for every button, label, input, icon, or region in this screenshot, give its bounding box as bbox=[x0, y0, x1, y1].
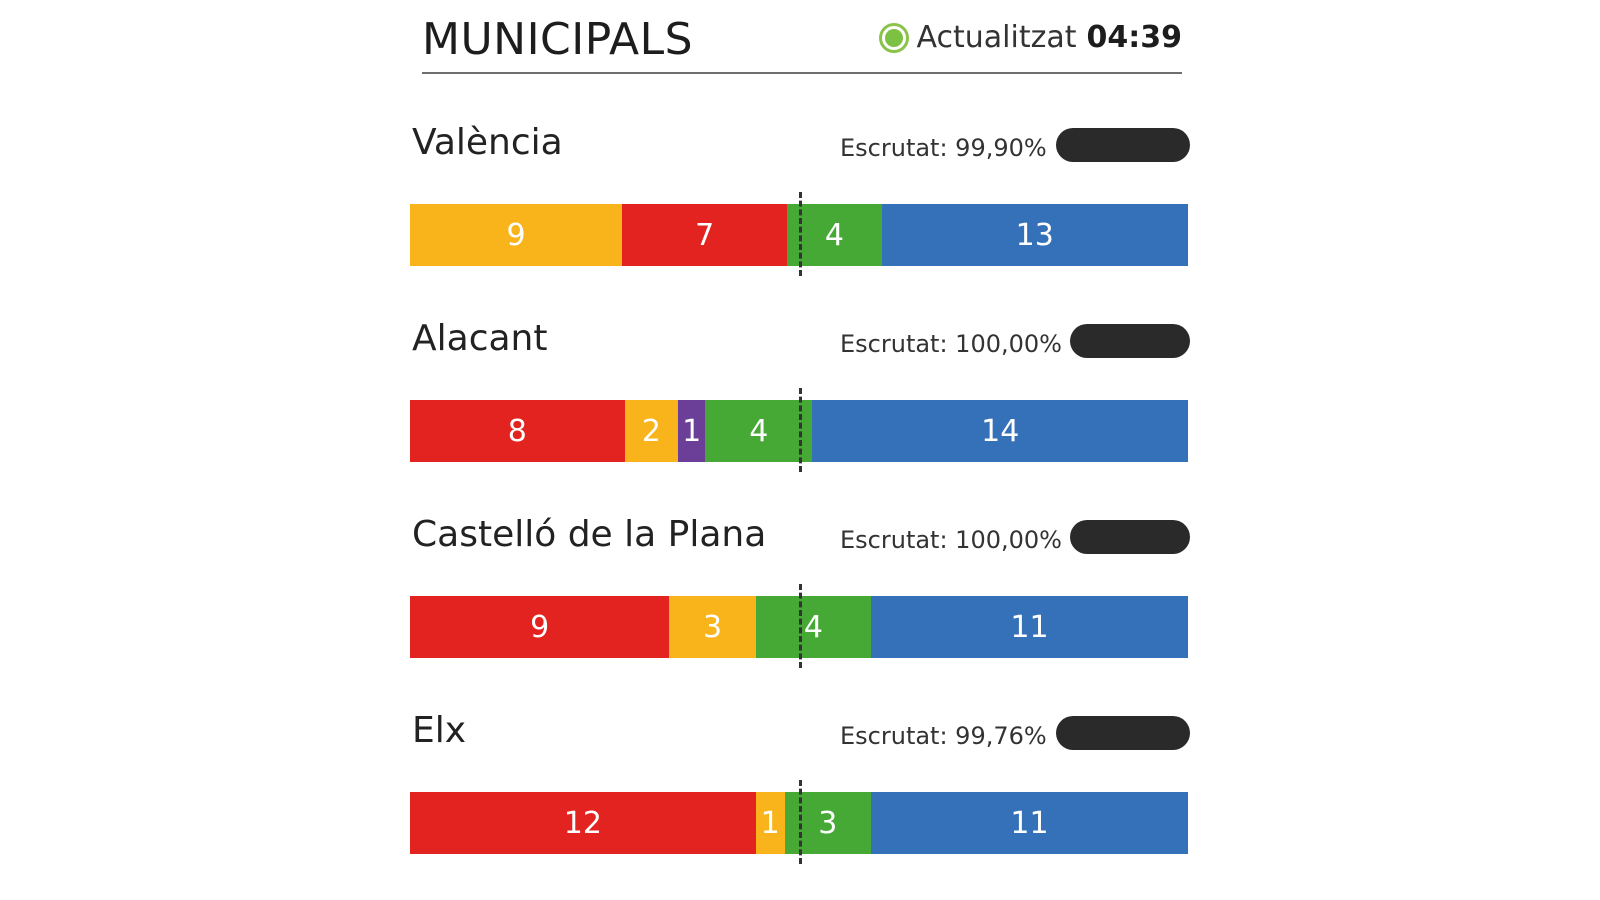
seat-segment: 1 bbox=[678, 400, 706, 462]
majority-line bbox=[799, 388, 802, 472]
header: MUNICIPALS Actualitzat 04:39 bbox=[422, 8, 1182, 74]
update-status: Actualitzat 04:39 bbox=[878, 20, 1183, 55]
live-status-icon bbox=[878, 22, 909, 53]
redacted-pill bbox=[1056, 128, 1190, 162]
majority-line bbox=[799, 584, 802, 668]
seat-segment: 4 bbox=[755, 596, 872, 658]
seat-segment: 13 bbox=[881, 204, 1188, 266]
majority-line bbox=[799, 780, 802, 864]
seat-bar: 8 2 1 4 14 bbox=[410, 400, 1189, 462]
seat-segment: 4 bbox=[705, 400, 813, 462]
scrutiny-percentage: Escrutat: 100,00% bbox=[840, 330, 1062, 358]
city-name: Elx bbox=[412, 710, 467, 751]
city-result-castello: Castelló de la Plana Escrutat: 100,00% 9… bbox=[410, 514, 1190, 684]
seat-segment: 9 bbox=[410, 596, 670, 658]
seat-segment: 14 bbox=[812, 400, 1189, 462]
updated-time: 04:39 bbox=[1086, 20, 1183, 55]
scrutiny-percentage: Escrutat: 100,00% bbox=[840, 526, 1062, 554]
seat-segment: 1 bbox=[755, 792, 785, 854]
scrutiny-percentage: Escrutat: 99,90% bbox=[840, 134, 1047, 162]
seat-bar: 9 7 4 13 bbox=[410, 204, 1188, 266]
city-name: Castelló de la Plana bbox=[412, 514, 767, 555]
seat-segment: 7 bbox=[622, 204, 788, 266]
page-title: MUNICIPALS bbox=[422, 14, 694, 65]
scrutiny-percentage: Escrutat: 99,76% bbox=[840, 722, 1047, 750]
seat-segment: 4 bbox=[787, 204, 882, 266]
seat-bar: 9 3 4 11 bbox=[410, 596, 1188, 658]
seat-segment: 8 bbox=[410, 400, 625, 462]
seat-segment: 3 bbox=[669, 596, 756, 658]
seat-segment: 11 bbox=[871, 596, 1188, 658]
city-name: València bbox=[412, 122, 563, 163]
seat-segment: 2 bbox=[624, 400, 679, 462]
majority-line bbox=[799, 192, 802, 276]
redacted-pill bbox=[1056, 716, 1190, 750]
seat-segment: 11 bbox=[871, 792, 1188, 854]
city-result-valencia: València Escrutat: 99,90% 9 7 4 13 bbox=[410, 122, 1190, 292]
updated-label: Actualitzat bbox=[916, 20, 1077, 55]
redacted-pill bbox=[1070, 324, 1190, 358]
city-name: Alacant bbox=[412, 318, 548, 359]
seat-segment: 9 bbox=[410, 204, 623, 266]
city-result-elx: Elx Escrutat: 99,76% 12 1 3 11 bbox=[410, 710, 1190, 880]
redacted-pill bbox=[1070, 520, 1190, 554]
seat-segment: 3 bbox=[784, 792, 872, 854]
seat-bar: 12 1 3 11 bbox=[410, 792, 1188, 854]
seat-segment: 12 bbox=[410, 792, 756, 854]
city-result-alacant: Alacant Escrutat: 100,00% 8 2 1 4 14 bbox=[410, 318, 1190, 488]
